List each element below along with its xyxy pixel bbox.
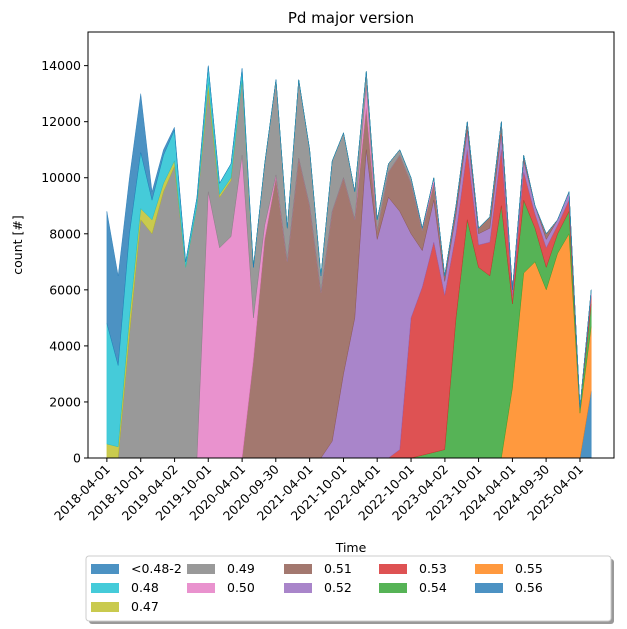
legend-label: 0.52 xyxy=(324,580,352,595)
legend-label: 0.55 xyxy=(515,561,543,576)
legend-swatch xyxy=(284,564,312,574)
plot-frame xyxy=(87,31,615,459)
x-axis-label: Time xyxy=(335,540,367,555)
area xyxy=(106,65,592,408)
legend-swatch xyxy=(379,583,407,593)
legend-swatch xyxy=(91,564,119,574)
y-tick-label: 4000 xyxy=(49,338,81,353)
y-tick-label: 14000 xyxy=(41,58,81,73)
legend-swatch xyxy=(91,583,119,593)
legend-label: 0.51 xyxy=(324,561,352,576)
legend-label: 0.48 xyxy=(131,580,159,595)
legend-swatch xyxy=(187,564,215,574)
y-tick-label: 2000 xyxy=(49,394,81,409)
legend-label: 0.50 xyxy=(227,580,255,595)
y-tick-label: 6000 xyxy=(49,282,81,297)
legend-label: 0.53 xyxy=(419,561,447,576)
legend-swatch xyxy=(379,564,407,574)
chart-title: Pd major version xyxy=(288,9,414,27)
legend-swatch xyxy=(475,583,503,593)
legend-swatch xyxy=(475,564,503,574)
y-tick-label: 8000 xyxy=(49,226,81,241)
legend-label: 0.49 xyxy=(227,561,255,576)
legend-swatch xyxy=(91,602,119,612)
legend-label: 0.54 xyxy=(419,580,447,595)
y-axis-label: count [#] xyxy=(10,215,25,274)
y-tick-label: 10000 xyxy=(41,170,81,185)
y-tick-label: 12000 xyxy=(41,114,81,129)
legend-swatch xyxy=(284,583,312,593)
legend-swatch xyxy=(187,583,215,593)
y-tick-label: 0 xyxy=(73,451,81,466)
legend-label: <0.48-2 xyxy=(131,561,182,576)
legend-label: 0.56 xyxy=(515,580,543,595)
legend-label: 0.47 xyxy=(131,599,159,614)
